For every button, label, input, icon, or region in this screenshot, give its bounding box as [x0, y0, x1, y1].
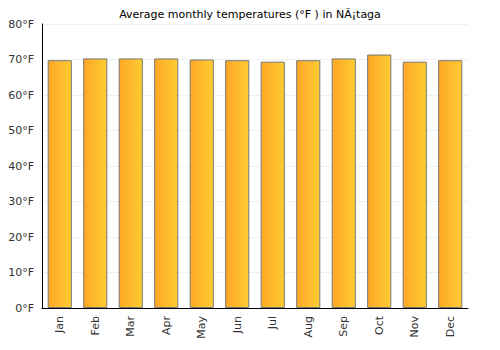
svg-text:40°F: 40°F — [8, 160, 34, 173]
svg-text:60°F: 60°F — [8, 89, 34, 102]
svg-text:20°F: 20°F — [8, 231, 34, 244]
svg-text:Jan: Jan — [53, 316, 66, 334]
svg-text:30°F: 30°F — [8, 195, 34, 208]
svg-text:0°F: 0°F — [15, 302, 34, 315]
svg-text:Jul: Jul — [266, 316, 279, 330]
svg-text:Feb: Feb — [89, 316, 102, 335]
svg-text:Nov: Nov — [408, 316, 421, 338]
svg-text:Dec: Dec — [444, 316, 457, 337]
svg-text:Oct: Oct — [373, 315, 386, 335]
svg-text:Sep: Sep — [337, 316, 350, 337]
svg-text:Aug: Aug — [302, 316, 315, 337]
svg-text:Apr: Apr — [160, 316, 173, 336]
svg-text:May: May — [195, 316, 208, 339]
svg-text:Average monthly temperatures (: Average monthly temperatures (°F ) in NÃ… — [119, 8, 381, 21]
svg-text:50°F: 50°F — [8, 124, 34, 137]
svg-text:80°F: 80°F — [8, 18, 34, 31]
svg-text:10°F: 10°F — [8, 266, 34, 279]
svg-text:Mar: Mar — [124, 316, 137, 337]
svg-text:Jun: Jun — [231, 316, 244, 334]
svg-text:70°F: 70°F — [8, 53, 34, 66]
